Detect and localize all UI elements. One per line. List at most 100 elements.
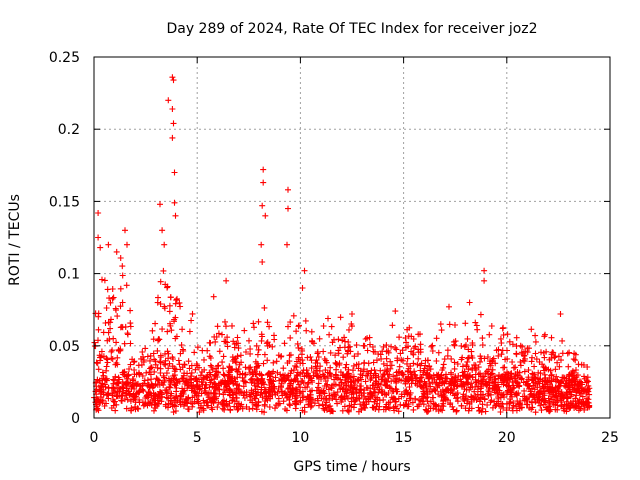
data-point-peak (172, 212, 179, 219)
data-point (206, 384, 213, 391)
data-point (226, 387, 233, 394)
data-point (292, 395, 299, 402)
data-point (107, 325, 114, 332)
data-point (115, 374, 122, 381)
data-point (137, 383, 144, 390)
data-point (154, 364, 161, 371)
data-point (200, 397, 207, 404)
data-point (339, 386, 346, 393)
data-point (280, 365, 287, 372)
data-point (416, 379, 423, 386)
data-point (258, 384, 265, 391)
data-point (433, 335, 440, 342)
data-point (99, 380, 106, 387)
data-point (163, 370, 170, 377)
data-point (554, 395, 561, 401)
data-point (389, 322, 396, 329)
x-tick-label: 25 (601, 430, 619, 446)
data-point (105, 395, 112, 402)
data-point (364, 373, 371, 379)
data-point (529, 354, 535, 361)
data-point (453, 408, 460, 415)
data-point (347, 374, 354, 381)
data-point (108, 405, 115, 411)
data-point (580, 362, 587, 368)
data-point (414, 403, 421, 410)
data-point (348, 389, 355, 396)
data-point (304, 380, 311, 387)
data-point (400, 371, 407, 378)
data-point (548, 334, 555, 341)
data-point (379, 376, 386, 382)
data-point (173, 297, 180, 304)
data-point (229, 322, 235, 329)
data-point (184, 400, 191, 407)
data-point (383, 382, 390, 388)
data-point (498, 340, 505, 346)
data-point (200, 407, 207, 414)
data-point (235, 385, 242, 392)
data-point (140, 402, 147, 409)
data-point (517, 362, 524, 369)
data-point (516, 383, 522, 390)
data-point (430, 394, 437, 401)
data-point (95, 337, 101, 344)
data-point (336, 360, 343, 367)
data-point (220, 401, 227, 408)
data-point (565, 363, 572, 370)
data-point (387, 365, 394, 372)
data-point-peak (392, 308, 399, 315)
data-point (509, 341, 516, 348)
y-tick-label: 0.15 (49, 194, 80, 210)
data-point (289, 386, 296, 393)
data-point (194, 389, 201, 396)
data-point (443, 371, 449, 378)
data-point (224, 339, 230, 346)
data-point (504, 377, 511, 384)
data-point (191, 349, 198, 356)
data-point (458, 378, 465, 385)
data-point-peak (169, 74, 176, 81)
data-point-peak (349, 311, 355, 317)
data-point (386, 384, 393, 391)
data-point (585, 382, 592, 389)
data-point (385, 375, 392, 382)
data-point (440, 361, 447, 368)
data-point (564, 395, 571, 402)
data-point (507, 396, 514, 403)
plot-frame (93, 56, 611, 419)
data-point (265, 388, 272, 395)
data-point (177, 350, 184, 357)
data-point-peak (169, 106, 176, 112)
data-point (232, 390, 239, 397)
data-point (566, 349, 573, 356)
data-point (207, 362, 214, 369)
data-point (534, 384, 541, 391)
data-point (198, 379, 205, 386)
data-point (378, 388, 385, 395)
data-point (201, 366, 208, 373)
data-point (431, 387, 438, 394)
data-point (356, 395, 363, 402)
data-point (459, 354, 466, 361)
data-point (138, 361, 145, 368)
data-point (365, 398, 372, 405)
data-point (105, 385, 112, 392)
data-point (146, 369, 153, 376)
data-point (179, 364, 186, 371)
data-point (112, 361, 119, 368)
data-point (154, 347, 161, 354)
data-point (316, 402, 322, 409)
data-point (169, 401, 176, 408)
data-point (346, 343, 353, 350)
data-point (206, 353, 213, 360)
data-point (175, 357, 182, 364)
data-point (526, 404, 533, 411)
data-point (255, 347, 262, 353)
data-point (477, 358, 483, 365)
data-point (298, 346, 305, 352)
data-point (119, 299, 126, 306)
data-point (385, 347, 392, 354)
data-point (165, 365, 172, 372)
data-point (272, 374, 279, 381)
